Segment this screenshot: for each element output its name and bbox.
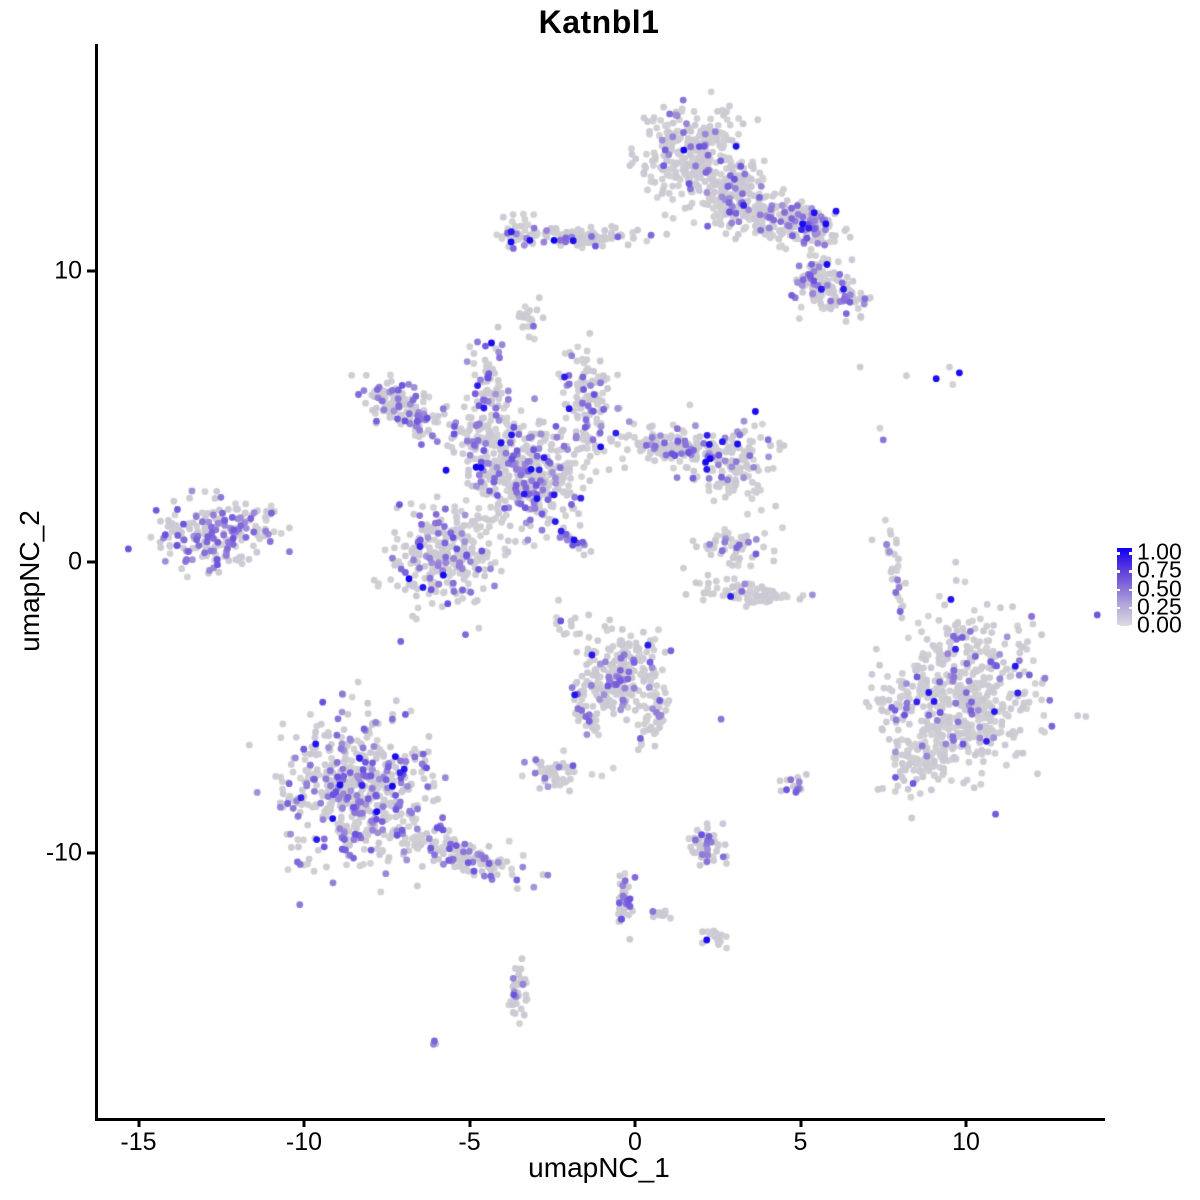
x-axis-tick-mark bbox=[302, 1119, 306, 1127]
x-axis-label: umapNC_1 bbox=[528, 1152, 670, 1183]
y-axis-tick-label: 10 bbox=[54, 256, 82, 285]
plot-title: Katnbl1 bbox=[538, 4, 660, 40]
y-axis-tick-mark bbox=[87, 269, 95, 273]
legend-tick-label: 0.00 bbox=[1137, 611, 1182, 638]
x-axis-tick-mark bbox=[468, 1119, 471, 1127]
legend-tick-mark bbox=[1129, 606, 1132, 610]
legend-tick-label: 1.00 bbox=[1137, 538, 1182, 565]
legend-tick-label: 0.50 bbox=[1137, 575, 1182, 601]
legend-tick-mark bbox=[1117, 606, 1120, 610]
x-axis-tick-label: -10 bbox=[285, 1128, 323, 1156]
y-axis-label: umapNC_2 bbox=[14, 510, 45, 652]
x-axis-tick-mark bbox=[633, 1119, 637, 1127]
y-axis-tick-label: -10 bbox=[45, 838, 82, 867]
legend-tick-mark bbox=[1129, 588, 1132, 591]
x-axis-tick-label: -5 bbox=[458, 1128, 481, 1156]
legend-tick-label: 0.75 bbox=[1137, 556, 1182, 583]
x-axis-tick-mark bbox=[799, 1119, 802, 1127]
x-axis-tick-label: -15 bbox=[120, 1128, 157, 1156]
legend-tick-mark bbox=[1117, 552, 1120, 555]
legend-tick-mark bbox=[1129, 570, 1132, 573]
y-axis-tick-mark bbox=[87, 560, 95, 564]
y-axis-tick-mark bbox=[87, 851, 95, 855]
x-axis-tick-label: 5 bbox=[793, 1128, 808, 1156]
x-axis-tick-mark bbox=[137, 1119, 140, 1127]
legend-tick-mark bbox=[1117, 588, 1120, 591]
x-axis-tick-mark bbox=[964, 1119, 968, 1127]
legend-tick-mark bbox=[1117, 570, 1120, 573]
y-axis-tick-label: 0 bbox=[68, 547, 82, 576]
legend-tick-label: 0.25 bbox=[1137, 593, 1182, 620]
x-axis-tick-label: 10 bbox=[952, 1128, 980, 1156]
legend-tick-mark bbox=[1129, 552, 1132, 555]
x-axis-tick-label: 0 bbox=[628, 1128, 642, 1156]
legend-gradient-bar bbox=[1117, 548, 1132, 626]
legend-tick-mark bbox=[1117, 625, 1120, 628]
legend-tick-mark bbox=[1129, 625, 1132, 628]
plot-panel bbox=[95, 44, 1105, 1121]
